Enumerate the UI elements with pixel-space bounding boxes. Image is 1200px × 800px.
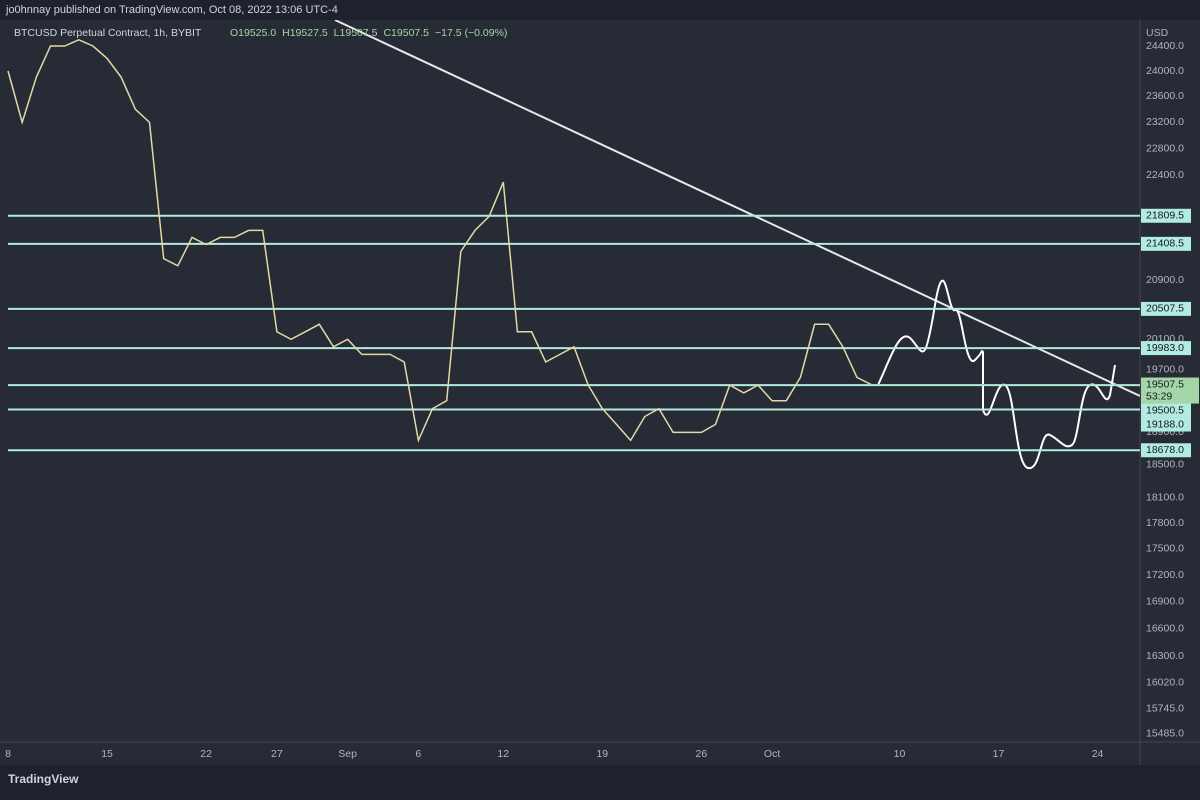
level-box	[1141, 417, 1191, 432]
y-tick-label: 16020.0	[1146, 676, 1184, 688]
x-tick-label: 26	[696, 748, 708, 760]
symbol: BTCUSD Perpetual Contract, 1h, BYBIT	[14, 27, 202, 39]
level-label: 19983.0	[1146, 342, 1184, 354]
y-tick-label: 23200.0	[1146, 116, 1184, 128]
y-tick-label: 17500.0	[1146, 543, 1184, 555]
y-tick-label: 19700.0	[1146, 363, 1184, 375]
bottom-bar	[0, 765, 1200, 795]
x-tick-label: 10	[894, 748, 906, 760]
y-tick-label: 24400.0	[1146, 40, 1184, 52]
x-tick-label: 27	[271, 748, 283, 760]
x-tick-label: 17	[993, 748, 1005, 760]
level-label: 21809.5	[1146, 210, 1184, 222]
y-tick-label: 24000.0	[1146, 65, 1184, 77]
level-label: 21408.5	[1146, 238, 1184, 250]
level-box	[1141, 443, 1191, 458]
x-tick-label: 12	[497, 748, 509, 760]
y-tick-label: 18100.0	[1146, 492, 1184, 504]
unit: USD	[1146, 27, 1169, 39]
publisher: jo0hnnay published on TradingView.com, O…	[5, 4, 338, 16]
y-tick-label: 18500.0	[1146, 459, 1184, 471]
x-tick-label: Sep	[338, 748, 357, 760]
y-tick-label: 15745.0	[1146, 702, 1184, 714]
ohlc-change: −17.5 (−0.09%)	[435, 27, 507, 39]
y-tick-label: 16600.0	[1146, 622, 1184, 634]
ohlc-low: L19507.5	[334, 27, 378, 39]
trend-line	[334, 20, 1140, 397]
brand: TradingView	[8, 772, 79, 786]
x-tick-label: 8	[5, 748, 11, 760]
y-tick-label: 17200.0	[1146, 569, 1184, 581]
y-tick-label: 15485.0	[1146, 728, 1184, 740]
plot-area	[7, 20, 1140, 469]
last-price-box	[1141, 377, 1199, 404]
level-label: 18678.0	[1146, 444, 1184, 456]
x-tick-label: 6	[415, 748, 421, 760]
y-tick-label: 22800.0	[1146, 142, 1184, 154]
level-box	[1141, 341, 1191, 356]
x-tick-label: 15	[101, 748, 113, 760]
level-box	[1141, 236, 1191, 251]
y-tick-label: 20900.0	[1146, 274, 1184, 286]
ohlc-high: H19527.5	[282, 27, 328, 39]
x-tick-label: 22	[200, 748, 212, 760]
countdown: 53:29	[1146, 390, 1172, 402]
level-box	[1141, 403, 1191, 418]
x-tick-label: 19	[596, 748, 608, 760]
level-label: 20507.5	[1146, 303, 1184, 315]
level-label: 19500.5	[1146, 404, 1184, 416]
level-box	[1141, 208, 1191, 223]
forecast-path	[877, 279, 1116, 469]
y-tick-label: 17800.0	[1146, 517, 1184, 529]
y-tick-label: 22400.0	[1146, 169, 1184, 181]
price-line	[7, 38, 872, 443]
legend: BTCUSD Perpetual Contract, 1h, BYBIT	[14, 27, 202, 39]
y-tick-label: 16300.0	[1146, 650, 1184, 662]
y-tick-label: 16900.0	[1146, 595, 1184, 607]
x-tick-label: 24	[1092, 748, 1104, 760]
last-price-label: 19507.5	[1146, 378, 1184, 390]
ohlc-open: O19525.0	[230, 27, 276, 39]
ohlc-close: C19507.5	[383, 27, 429, 39]
y-tick-label: 23600.0	[1146, 90, 1184, 102]
x-tick-label: Oct	[764, 748, 780, 760]
level-box	[1141, 301, 1191, 316]
top-bar	[0, 0, 1200, 20]
level-label: 19188.0	[1146, 418, 1184, 430]
